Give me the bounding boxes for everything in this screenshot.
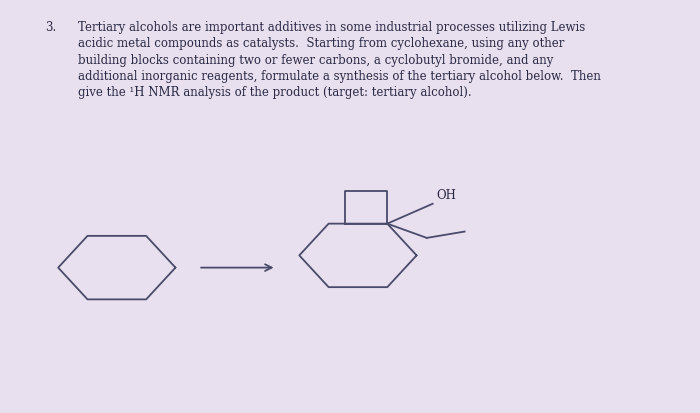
Text: OH: OH xyxy=(436,189,456,202)
Text: Tertiary alcohols are important additives in some industrial processes utilizing: Tertiary alcohols are important additive… xyxy=(78,21,585,34)
Text: give the ¹H NMR analysis of the product (target: tertiary alcohol).: give the ¹H NMR analysis of the product … xyxy=(78,86,471,99)
Text: 3.: 3. xyxy=(45,21,57,34)
Text: acidic metal compounds as catalysts.  Starting from cyclohexane, using any other: acidic metal compounds as catalysts. Sta… xyxy=(78,38,564,50)
Text: additional inorganic reagents, formulate a synthesis of the tertiary alcohol bel: additional inorganic reagents, formulate… xyxy=(78,70,601,83)
Text: building blocks containing two or fewer carbons, a cyclobutyl bromide, and any: building blocks containing two or fewer … xyxy=(78,54,553,67)
